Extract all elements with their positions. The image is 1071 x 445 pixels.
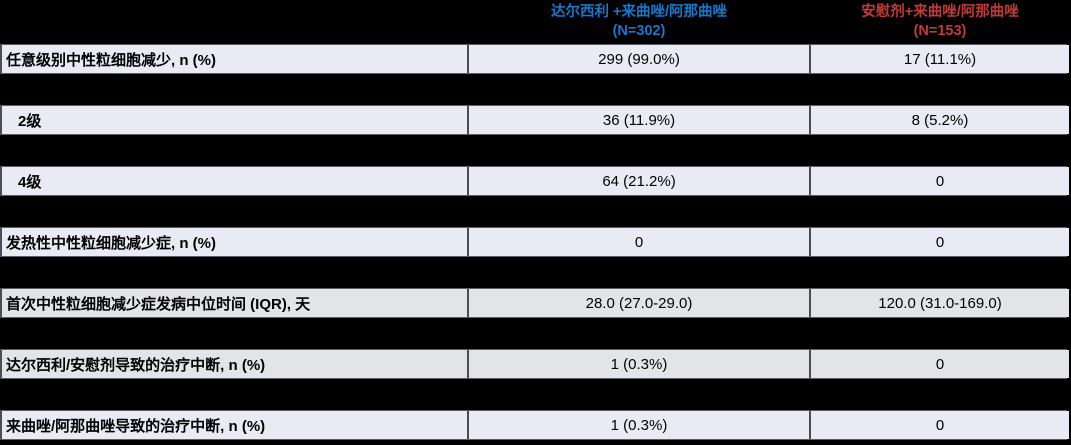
- row-separator: [0, 135, 1067, 166]
- row-label: 首次中性粒细胞减少症发病中位时间 (IQR), 天: [2, 289, 467, 317]
- table-row-group: 4级 64 (21.2%) 0: [0, 166, 1071, 227]
- table-row: 4级 64 (21.2%) 0: [0, 166, 1069, 196]
- placebo-value: 0: [811, 167, 1069, 195]
- placebo-arm-n: (N=153): [913, 23, 967, 39]
- treatment-value: 1 (0.3%): [469, 411, 809, 439]
- header-empty-cell: [0, 0, 467, 44]
- row-separator: [0, 379, 1067, 410]
- table-row: 2级 36 (11.9%) 8 (5.2%): [0, 105, 1069, 135]
- placebo-value: 120.0 (31.0-169.0): [811, 289, 1069, 317]
- treatment-value: 36 (11.9%): [469, 106, 809, 134]
- placebo-value: 0: [811, 228, 1069, 256]
- table-body: 任意级别中性粒细胞减少, n (%) 299 (99.0%) 17 (11.1%…: [0, 44, 1071, 445]
- table-row-group: 发热性中性粒细胞减少症, n (%) 0 0: [0, 227, 1071, 288]
- treatment-value: 299 (99.0%): [469, 45, 809, 73]
- treatment-value: 64 (21.2%): [469, 167, 809, 195]
- treatment-arm-n: (N=302): [612, 23, 666, 39]
- placebo-value: 8 (5.2%): [811, 106, 1069, 134]
- row-separator: [0, 74, 1067, 105]
- table-row-group: 任意级别中性粒细胞减少, n (%) 299 (99.0%) 17 (11.1%…: [0, 44, 1071, 105]
- table-row: 发热性中性粒细胞减少症, n (%) 0 0: [0, 227, 1069, 257]
- row-label: 2级: [2, 106, 467, 134]
- table-row: 任意级别中性粒细胞减少, n (%) 299 (99.0%) 17 (11.1%…: [0, 44, 1069, 74]
- header-placebo-arm: 安慰剂+来曲唑/阿那曲唑 (N=153): [811, 0, 1069, 44]
- placebo-value: 0: [811, 411, 1069, 439]
- row-label: 发热性中性粒细胞减少症, n (%): [2, 228, 467, 256]
- table-row-group: 首次中性粒细胞减少症发病中位时间 (IQR), 天 28.0 (27.0-29.…: [0, 288, 1071, 349]
- row-label: 4级: [2, 167, 467, 195]
- treatment-value: 28.0 (27.0-29.0): [469, 289, 809, 317]
- table-row-group: 达尔西利/安慰剂导致的治疗中断, n (%) 1 (0.3%) 0: [0, 349, 1071, 410]
- treatment-arm-name: 达尔西利 +来曲唑/阿那曲唑: [550, 4, 728, 20]
- placebo-arm-name: 安慰剂+来曲唑/阿那曲唑: [861, 4, 1019, 20]
- table-header-row: 达尔西利 +来曲唑/阿那曲唑 (N=302) 安慰剂+来曲唑/阿那曲唑 (N=1…: [0, 0, 1067, 44]
- row-separator: [0, 257, 1067, 288]
- table-row: 首次中性粒细胞减少症发病中位时间 (IQR), 天 28.0 (27.0-29.…: [0, 288, 1069, 318]
- table-row-group: 2级 36 (11.9%) 8 (5.2%): [0, 105, 1071, 166]
- table-row: 来曲唑/阿那曲唑导致的治疗中断, n (%) 1 (0.3%) 0: [0, 410, 1069, 440]
- row-label: 任意级别中性粒细胞减少, n (%): [2, 45, 467, 73]
- table-row: 达尔西利/安慰剂导致的治疗中断, n (%) 1 (0.3%) 0: [0, 349, 1069, 379]
- header-treatment-arm: 达尔西利 +来曲唑/阿那曲唑 (N=302): [469, 0, 809, 44]
- treatment-value: 0: [469, 228, 809, 256]
- row-label: 来曲唑/阿那曲唑导致的治疗中断, n (%): [2, 411, 467, 439]
- placebo-value: 0: [811, 350, 1069, 378]
- row-separator: [0, 318, 1067, 349]
- row-separator: [0, 196, 1067, 227]
- treatment-value: 1 (0.3%): [469, 350, 809, 378]
- row-separator: [0, 440, 1067, 445]
- row-label: 达尔西利/安慰剂导致的治疗中断, n (%): [2, 350, 467, 378]
- table-row-group: 来曲唑/阿那曲唑导致的治疗中断, n (%) 1 (0.3%) 0: [0, 410, 1071, 445]
- placebo-value: 17 (11.1%): [811, 45, 1069, 73]
